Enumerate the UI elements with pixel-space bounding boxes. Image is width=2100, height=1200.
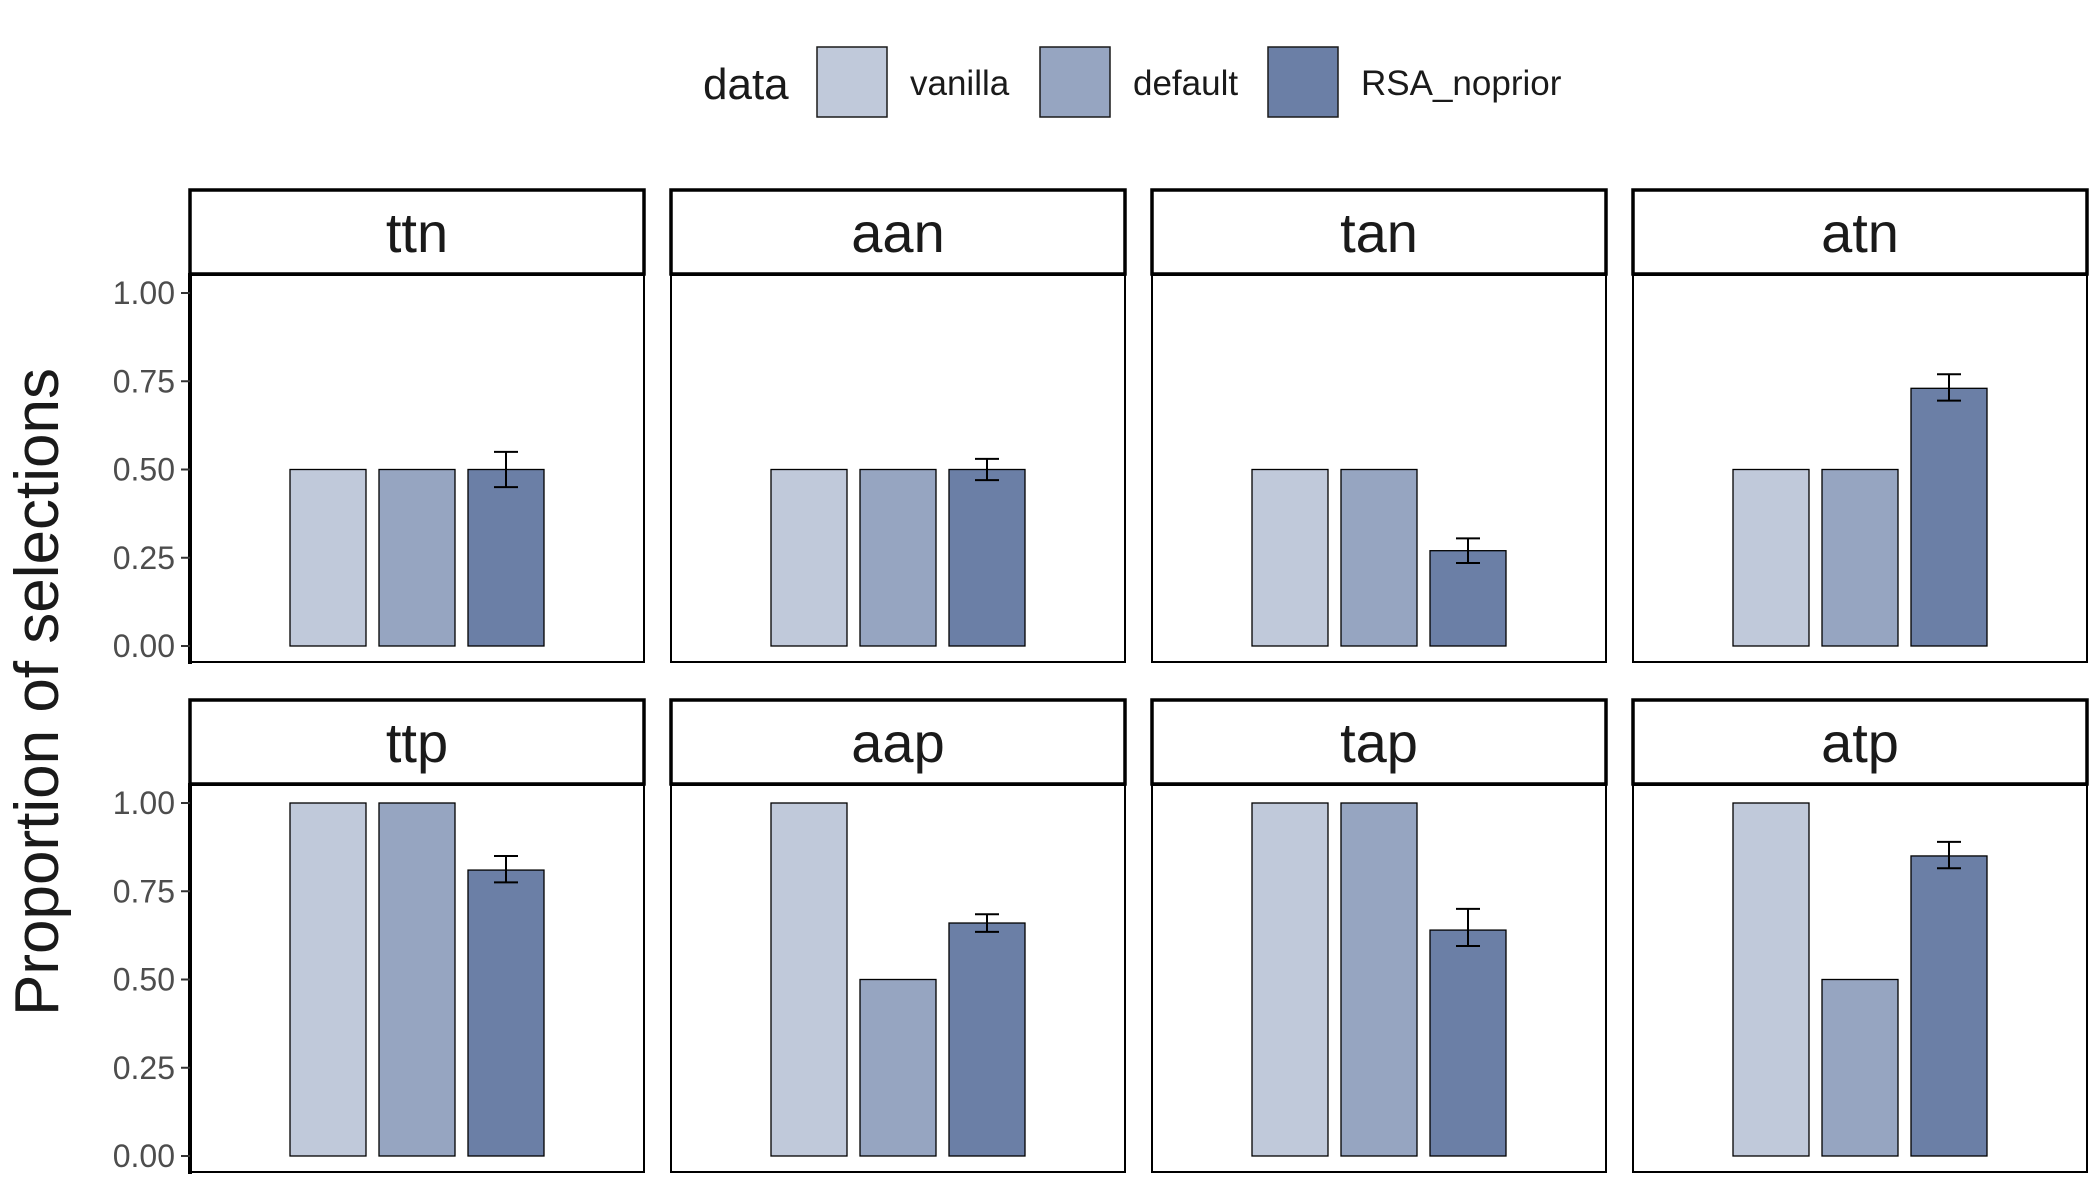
legend-key-default [1039,46,1111,118]
y-tick-label: 0.25 [113,540,175,576]
y-tick-label: 0.00 [113,1138,175,1174]
facet-strip-atp [1631,698,2089,786]
error-bar-ttp-RSA_noprior [494,854,518,884]
error-bar-ttn-RSA_noprior [494,450,518,489]
bar-aan-vanilla [770,468,848,647]
bar-atn-default [1821,468,1899,647]
facet-panel-ttp: ttp [188,698,646,1173]
error-bar-tap-RSA_noprior [1456,907,1480,947]
bar-tan-RSA_noprior [1429,550,1507,647]
facet-panel-aap: aap [669,698,1127,1173]
facet-label-atp: atp [1821,711,1899,774]
y-tick-label: 0.50 [113,962,175,998]
y-axis-row-1: 0.00 0.25 0.50 0.75 1.00 [113,273,192,664]
facet-panel-atn: atn [1631,188,2089,663]
legend-label-RSA_noprior: RSA_noprior [1361,64,1562,103]
facet-strip-tan [1150,188,1608,276]
facet-strip-aap [669,698,1127,786]
bar-aap-vanilla [770,802,848,1157]
legend-label-vanilla: vanilla [910,64,1010,103]
facet-label-tan: tan [1340,201,1418,264]
y-axis-row-2: 0.00 0.25 0.50 0.75 1.00 [113,783,192,1174]
y-tick-label: 0.00 [113,628,175,664]
y-axes: 0.00 0.25 0.50 0.75 1.00 0.00 0.25 0.50 0.75 1.00 [113,273,192,1174]
y-tick-label: 0.75 [113,363,175,399]
bar-atn-RSA_noprior [1910,387,1988,647]
bar-atp-vanilla [1732,802,1810,1157]
error-bar-atn-RSA_noprior [1937,373,1961,402]
bar-tan-vanilla [1251,468,1329,647]
facet-panel-ttn: ttn [188,188,646,663]
facet-strip-aan [669,188,1127,276]
bar-ttn-vanilla [289,468,367,647]
bar-aap-RSA_noprior [948,922,1026,1157]
legend: data vanilla default RSA_noprior [703,46,1562,118]
bar-aan-default [859,468,937,647]
y-tick-label: 0.75 [113,873,175,909]
error-bar-aap-RSA_noprior [975,913,999,933]
bar-ttp-default [378,802,456,1157]
facet-panel-tan: tan [1150,188,1608,663]
y-tick-label: 1.00 [113,275,175,311]
bar-ttp-vanilla [289,802,367,1157]
facet-label-atn: atn [1821,201,1899,264]
facet-label-aap: aap [851,711,944,774]
facet-panel-aan: aan [669,188,1127,663]
facet-strip-ttn [188,188,646,276]
bar-atp-RSA_noprior [1910,855,1988,1157]
bar-ttn-RSA_noprior [467,468,545,647]
bar-ttn-default [378,468,456,647]
bar-aap-default [859,978,937,1157]
bar-ttp-RSA_noprior [467,869,545,1157]
bar-tap-default [1340,802,1418,1157]
facet-label-aan: aan [851,201,944,264]
legend-title: data [703,60,789,109]
facet-strip-atn [1631,188,2089,276]
bar-atn-vanilla [1732,468,1810,647]
y-tick-label: 1.00 [113,785,175,821]
bar-tap-RSA_noprior [1429,929,1507,1157]
facet-strip-tap [1150,698,1608,786]
y-tick-label: 0.50 [113,452,175,488]
bar-tan-default [1340,468,1418,647]
facet-label-ttp: ttp [386,711,448,774]
legend-key-vanilla [816,46,888,118]
facet-label-tap: tap [1340,711,1418,774]
y-axis-title: Proportion of selections [3,368,72,1016]
facet-panel-atp: atp [1631,698,2089,1173]
error-bar-tan-RSA_noprior [1456,537,1480,565]
facet-label-ttn: ttn [386,201,448,264]
error-bar-atp-RSA_noprior [1937,840,1961,870]
bar-atp-default [1821,978,1899,1157]
y-tick-label: 0.25 [113,1050,175,1086]
facet-panel-tap: tap [1150,698,1608,1173]
legend-key-RSA_noprior [1267,46,1339,118]
error-bar-aan-RSA_noprior [975,457,999,482]
bar-tap-vanilla [1251,802,1329,1157]
facet-panels: ttn aan tan atn ttp aap tap atp [188,188,2089,1173]
bar-aan-RSA_noprior [948,468,1026,647]
legend-label-default: default [1133,64,1238,103]
facet-strip-ttp [188,698,646,786]
